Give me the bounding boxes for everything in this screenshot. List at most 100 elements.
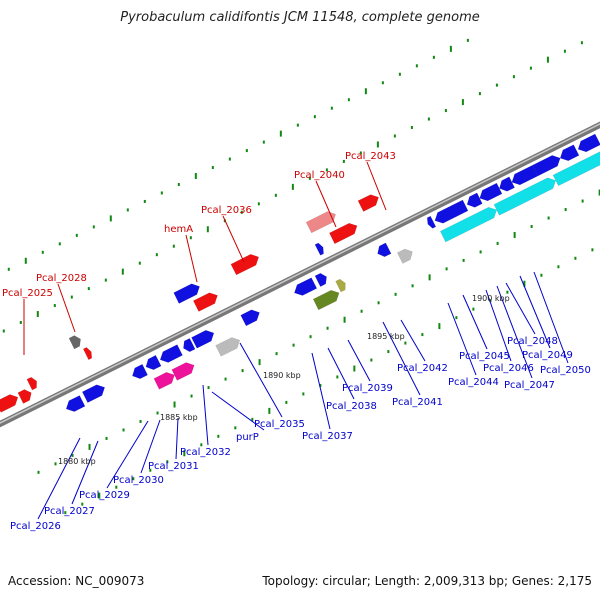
gc-dot-track [2,38,600,515]
gene-label-pcal_2028: Pcal_2028 [36,273,87,284]
gc-dot [370,358,373,362]
leader-line [311,352,331,430]
gc-dot [251,417,254,421]
leader-line [71,440,99,505]
gc-dot [58,242,61,246]
gc-dot [495,83,498,87]
sequence-backbone [0,121,600,428]
gc-dot [353,365,356,372]
gc-dot [359,151,362,155]
leader-line [366,161,387,211]
gc-dot [105,436,108,440]
gc-dot [461,99,464,106]
gc-dot [330,106,333,110]
gc-dot [53,304,56,308]
gene-arrow [559,144,580,162]
gc-dot [81,502,84,506]
gc-dot [308,176,311,180]
gc-dot [479,250,482,254]
gc-dot [591,248,594,252]
gc-dot [529,66,532,70]
gene-label-pcal_2029: Pcal_2029 [79,490,130,501]
gc-dot [160,191,163,195]
gene-label-pcal_2026: Pcal_2026 [10,521,61,532]
gene-label-pcal_2044: Pcal_2044 [448,377,499,388]
gc-dot [540,273,543,277]
accession-text: Accession: NC_009073 [8,574,145,588]
leader-line [485,289,512,362]
gene-arrow [357,194,379,212]
gene-arrow [17,389,32,404]
gc-dot [411,284,414,288]
leader-line [140,419,161,474]
gc-dot [410,126,413,130]
gene-arrow [377,242,392,258]
gene-arrow [305,211,336,234]
gene-label-pcal_2041: Pcal_2041 [392,397,443,408]
leader-line [37,437,81,520]
gene-arrow [552,151,600,187]
gc-dot [92,225,95,229]
gc-dot [194,173,197,180]
gene-arrow [132,363,148,379]
gene-arrow [192,292,218,312]
backbone-highlight [0,123,600,424]
leader-line [222,215,245,263]
gc-dot [564,208,567,212]
gene-arrow [191,330,215,349]
gc-dot [122,428,125,432]
gc-dot [387,350,390,354]
gc-dot [580,41,583,45]
gene-arrow [426,215,437,229]
gene-arrow [532,155,561,177]
gc-dot [313,115,316,119]
gene-arrow [82,347,93,361]
gc-dot [71,453,74,457]
leader-line [239,342,283,418]
gc-dot [268,407,271,414]
gc-dot [190,394,193,398]
gc-dot [546,56,549,63]
gc-dot [415,64,418,68]
gene-label-pcal_2048: Pcal_2048 [507,336,558,347]
gc-dot [445,267,448,271]
gc-dot [377,301,380,305]
gene-arrow [396,248,413,264]
gene-arrow [230,254,260,276]
label-leader-lines [23,161,569,520]
gc-dot [240,210,243,214]
gene-label-pcal_2035: Pcal_2035 [254,419,305,430]
gc-dot [245,149,248,153]
gene-label-pcal_2036: Pcal_2036 [201,205,252,216]
gc-dot [404,341,407,345]
gc-dot [393,134,396,138]
gene-arrow [434,199,469,224]
gc-dot [285,400,288,404]
leader-line [57,283,76,333]
gene-label-pcal_2032: Pcal_2032 [180,447,231,458]
gc-dot [427,117,430,121]
gc-dot [325,168,328,172]
leader-line [533,271,569,364]
gc-dot [438,323,441,330]
gc-dot [24,257,27,264]
gene-arrow [312,289,340,311]
gc-dot [432,55,435,59]
gene-arrow [240,309,260,327]
gc-dot [466,38,469,42]
gc-dot [296,123,299,127]
gc-dot [557,265,560,269]
gene-label-pcal_2037: Pcal_2037 [302,431,353,442]
gene-arrow [329,222,358,245]
gene-arrow [314,272,327,287]
gc-dot [360,309,363,313]
gene-arrow [499,176,515,192]
gene-label-pcal_2040: Pcal_2040 [294,170,345,181]
gene-label-pcal_2043: Pcal_2043 [345,151,396,162]
leader-line [382,321,421,396]
gc-dot [36,311,39,318]
gc-dot [598,189,600,196]
gc-dot [275,352,278,356]
gc-dot [206,226,209,233]
genome-summary-text: Topology: circular; Length: 2,009,313 bp… [262,574,592,588]
